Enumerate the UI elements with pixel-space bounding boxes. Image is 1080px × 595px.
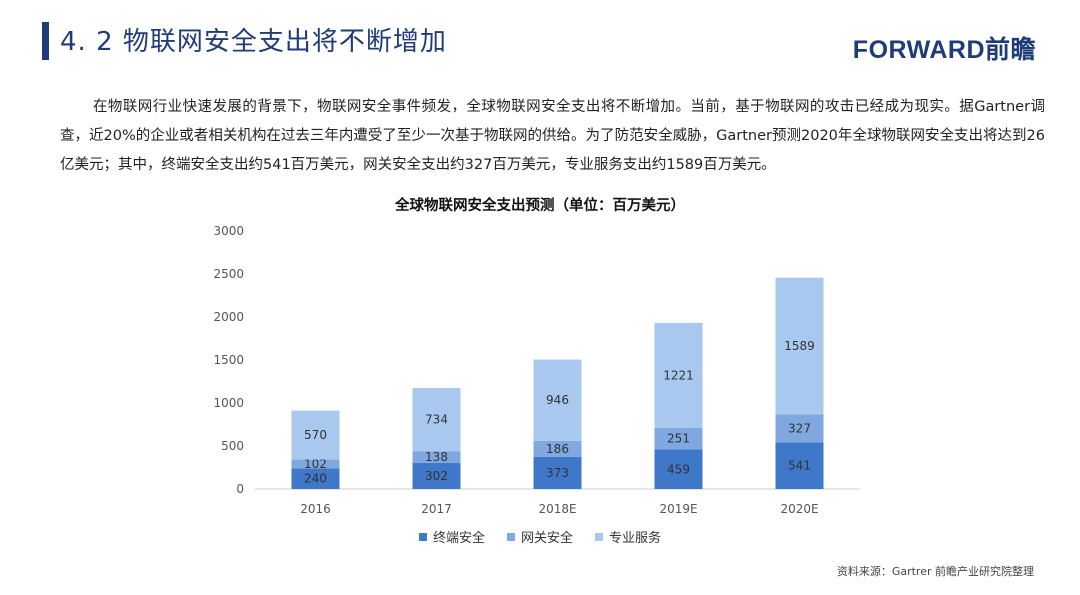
y-tick-label: 1000 xyxy=(213,396,244,410)
legend-swatch-services xyxy=(595,532,603,541)
bar-segment xyxy=(775,414,824,443)
bar-value-label: 251 xyxy=(667,432,690,446)
bar-segment xyxy=(291,468,340,489)
chart-title: 全球物联网安全支出预测（单位：百万美元） xyxy=(395,198,685,214)
bar-value-label: 1221 xyxy=(663,368,694,382)
bar-segment xyxy=(654,449,703,489)
page-title: 4. 2 物联网安全支出将不断增加 xyxy=(60,27,447,57)
legend-item-services: 专业服务 xyxy=(595,527,661,546)
y-tick-label: 500 xyxy=(221,439,244,453)
legend-item-gateway: 网关安全 xyxy=(506,527,573,546)
legend-label-gateway: 网关安全 xyxy=(520,531,573,546)
intro-paragraph: 在物联网行业快速发展的背景下，物联网安全事件频发，全球物联网安全支出将不断增加。… xyxy=(60,99,1045,173)
bar-segment xyxy=(412,463,461,489)
bar-segment xyxy=(533,359,582,441)
bar-segment xyxy=(775,277,824,415)
title-accent-bar xyxy=(42,22,49,60)
bar-segment xyxy=(654,322,703,428)
bar-value-label: 734 xyxy=(425,413,448,427)
y-tick-label: 2000 xyxy=(213,310,244,324)
brand-logo: FORWARD前瞻 xyxy=(852,36,1036,64)
bar-segment xyxy=(775,442,824,489)
bar-segment xyxy=(412,451,461,464)
legend-label-services: 专业服务 xyxy=(609,531,662,546)
y-tick-label: 2500 xyxy=(213,267,244,281)
y-tick-label: 1500 xyxy=(213,353,244,367)
legend-label-endpoint: 终端安全 xyxy=(432,531,485,546)
y-tick-label: 0 xyxy=(236,482,244,496)
bar-segment xyxy=(291,410,340,460)
bar-value-label: 570 xyxy=(304,428,327,442)
source-note: 资料来源：Gartrer 前瞻产业研究院整理 xyxy=(836,565,1034,578)
x-tick-label: 2016 xyxy=(300,502,331,516)
bar-value-label: 541 xyxy=(788,459,811,473)
bar-value-label: 373 xyxy=(546,466,569,480)
bar-value-label: 327 xyxy=(788,421,811,435)
bar-segment xyxy=(412,388,461,452)
bar-segment xyxy=(654,427,703,450)
chart-legend: 终端安全 网关安全 专业服务 xyxy=(0,527,1080,546)
x-tick-label: 2018E xyxy=(538,502,576,516)
bar-segment xyxy=(533,440,582,457)
x-tick-label: 2020E xyxy=(780,502,818,516)
bar-value-label: 302 xyxy=(425,469,448,483)
bar-value-label: 138 xyxy=(425,450,448,464)
legend-item-endpoint: 终端安全 xyxy=(418,527,485,546)
bar-value-label: 102 xyxy=(304,457,327,471)
y-tick-label: 3000 xyxy=(213,224,244,238)
bar-value-label: 459 xyxy=(667,462,690,476)
bar-value-label: 1589 xyxy=(784,339,815,353)
bar-value-label: 240 xyxy=(304,472,327,486)
x-tick-label: 2017 xyxy=(421,502,452,516)
x-tick-label: 2019E xyxy=(659,502,697,516)
bar-segment xyxy=(533,456,582,489)
legend-swatch-gateway xyxy=(506,532,515,541)
bar-value-label: 186 xyxy=(546,442,569,456)
legend-swatch-endpoint xyxy=(418,532,427,541)
bar-segment xyxy=(291,459,340,469)
bar-value-label: 946 xyxy=(546,393,569,407)
